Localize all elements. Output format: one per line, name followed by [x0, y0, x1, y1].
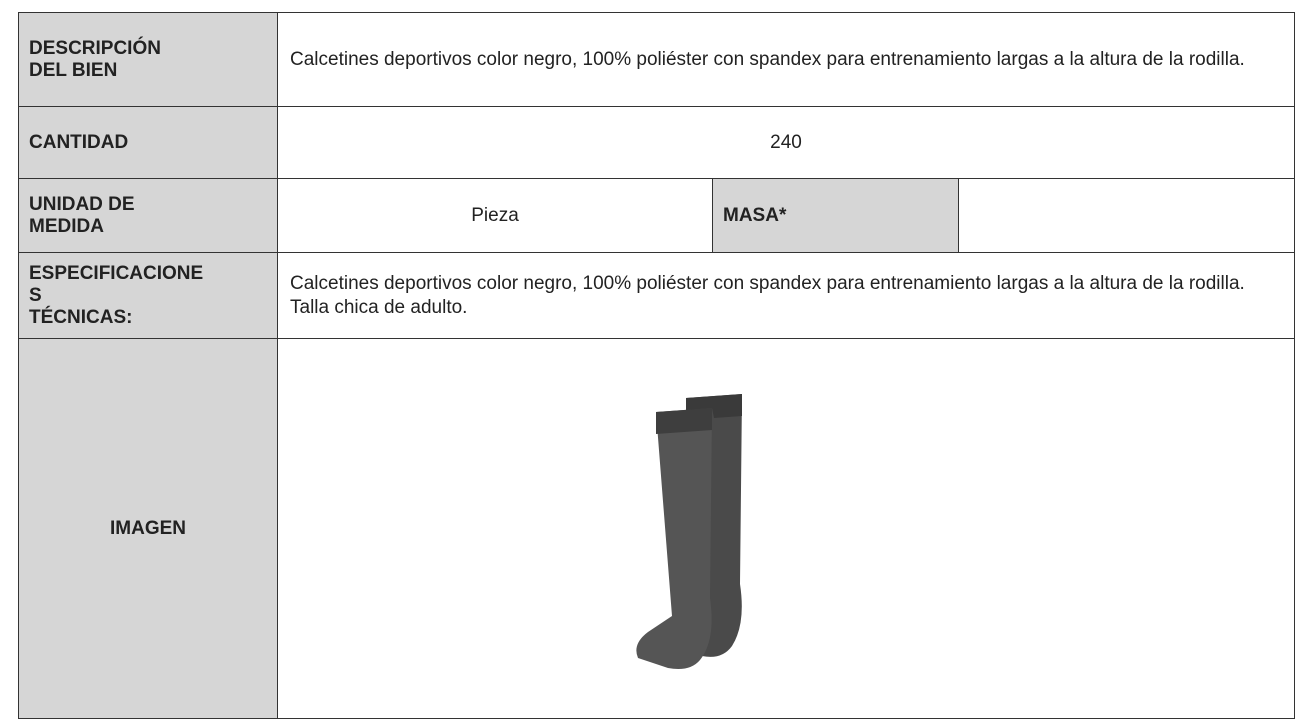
- label: UNIDAD DE MEDIDA: [18, 178, 278, 253]
- value: Calcetines deportivos color negro, 100% …: [276, 252, 1296, 339]
- spec-table: DESCRIPCIÓN DEL BIEN Calcetines deportiv…: [18, 12, 1296, 719]
- row: IMAGEN: [18, 338, 1296, 719]
- row: UNIDAD DE MEDIDA Pieza MASA*: [18, 178, 1296, 253]
- row: ESPECIFICACIONE S TÉCNICAS: Calcetines d…: [18, 252, 1296, 339]
- sock-image: [636, 393, 742, 669]
- row: DESCRIPCIÓN DEL BIEN Calcetines deportiv…: [18, 12, 1296, 107]
- label: IMAGEN: [18, 338, 278, 719]
- image-cell: [276, 338, 1296, 719]
- value: Calcetines deportivos color negro, 100% …: [276, 12, 1296, 107]
- label: DESCRIPCIÓN DEL BIEN: [18, 12, 278, 107]
- label: ESPECIFICACIONE S TÉCNICAS:: [18, 252, 278, 339]
- value: [957, 178, 1296, 253]
- label: MASA*: [712, 178, 959, 253]
- row: CANTIDAD 240: [18, 106, 1296, 179]
- value: Pieza: [277, 178, 713, 253]
- label: CANTIDAD: [18, 106, 278, 179]
- value: 240: [276, 106, 1296, 179]
